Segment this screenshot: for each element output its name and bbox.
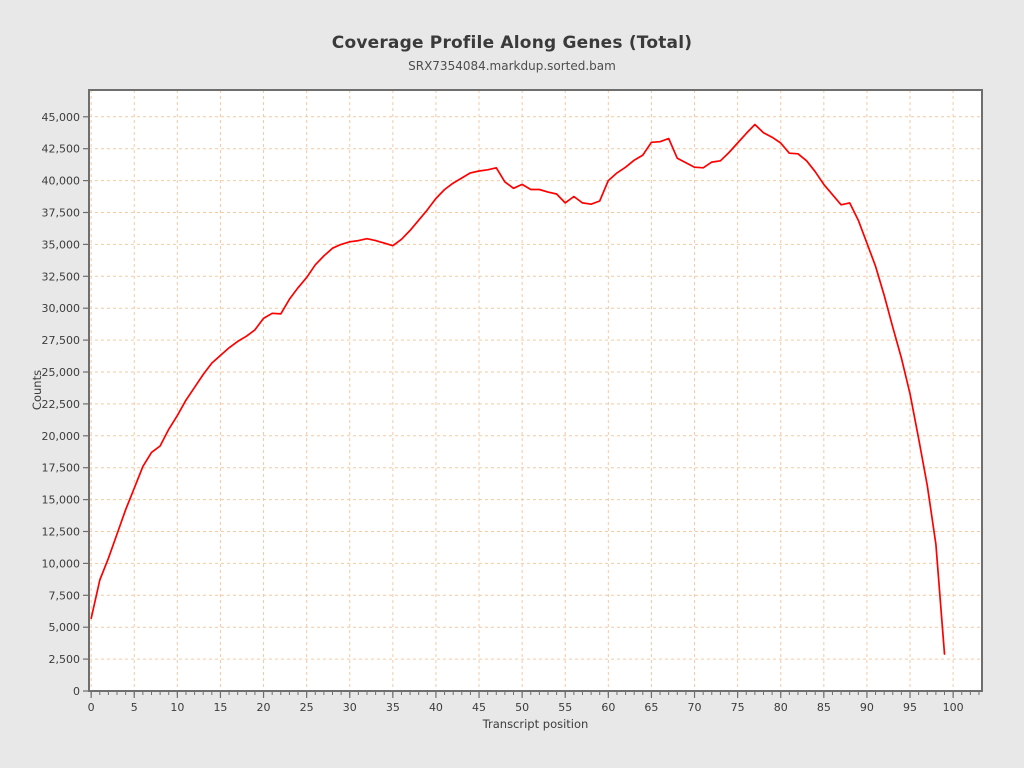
y-tick-label: 42,500: [42, 143, 81, 156]
x-tick-label: 60: [601, 701, 615, 714]
x-tick-label: 100: [943, 701, 964, 714]
y-tick-label: 37,500: [42, 206, 81, 219]
y-tick-label: 0: [73, 685, 80, 698]
x-tick-label: 35: [386, 701, 400, 714]
y-tick-label: 25,000: [42, 366, 81, 379]
y-tick-label: 32,500: [42, 270, 81, 283]
x-tick-label: 45: [472, 701, 486, 714]
y-tick-label: 15,000: [42, 494, 81, 507]
y-tick-label: 5,000: [49, 621, 81, 634]
x-tick-label: 95: [903, 701, 917, 714]
y-tick-label: 17,500: [42, 462, 81, 475]
x-tick-label: 80: [774, 701, 788, 714]
chart-title: Coverage Profile Along Genes (Total): [331, 33, 693, 53]
x-axis-label: Transcript position: [482, 717, 589, 731]
x-tick-label: 15: [213, 701, 227, 714]
y-tick-label: 45,000: [42, 111, 81, 124]
x-tick-label: 10: [170, 701, 184, 714]
y-tick-label: 30,000: [42, 302, 81, 315]
x-tick-label: 0: [88, 701, 95, 714]
x-tick-label: 75: [731, 701, 745, 714]
y-tick-label: 2,500: [49, 653, 81, 666]
x-tick-label: 90: [860, 701, 874, 714]
y-tick-label: 12,500: [42, 525, 81, 538]
x-tick-label: 50: [515, 701, 529, 714]
y-tick-label: 10,000: [42, 557, 81, 570]
chart-subtitle: SRX7354084.markdup.sorted.bam: [408, 59, 616, 73]
y-tick-label: 22,500: [42, 398, 81, 411]
y-tick-label: 27,500: [42, 334, 81, 347]
coverage-line: [90, 123, 946, 655]
y-tick-label: 40,000: [42, 175, 81, 188]
x-tick-label: 20: [257, 701, 271, 714]
x-tick-label: 55: [558, 701, 572, 714]
x-tick-label: 25: [300, 701, 314, 714]
plot-border: [88, 89, 983, 692]
x-tick-label: 40: [429, 701, 443, 714]
y-tick-label: 20,000: [42, 430, 81, 443]
y-tick-label: 35,000: [42, 238, 81, 251]
y-tick-label: 7,500: [49, 589, 81, 602]
x-tick-label: 85: [817, 701, 831, 714]
x-tick-label: 65: [644, 701, 658, 714]
x-tick-label: 30: [343, 701, 357, 714]
x-tick-label: 5: [131, 701, 138, 714]
x-tick-label: 70: [688, 701, 702, 714]
